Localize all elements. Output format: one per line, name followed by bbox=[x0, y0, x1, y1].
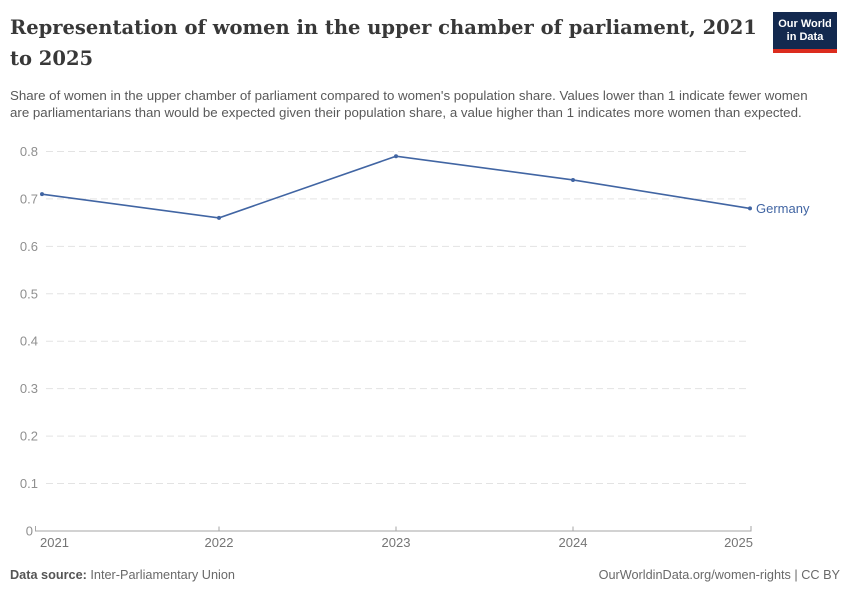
y-axis-tick-label: 0.6 bbox=[20, 239, 38, 254]
chart-footer: Data source: Inter-Parliamentary Union O… bbox=[10, 568, 840, 584]
owid-logo[interactable]: Our World in Data bbox=[773, 12, 837, 53]
chart-subtitle: Share of women in the upper chamber of p… bbox=[10, 88, 808, 120]
rights-note[interactable]: OurWorldinData.org/women-rights | CC BY bbox=[598, 568, 840, 582]
x-axis-line bbox=[35, 526, 752, 532]
y-axis-tick-label: 0.3 bbox=[20, 381, 38, 396]
chart-title: Representation of women in the upper cha… bbox=[10, 16, 757, 70]
y-axis-tick-label: 0.2 bbox=[20, 429, 38, 444]
y-axis-tick-label: 0.1 bbox=[20, 476, 38, 491]
series-line[interactable] bbox=[41, 155, 751, 219]
data-point[interactable] bbox=[40, 192, 44, 197]
owid-logo-line1: Our World bbox=[778, 18, 832, 30]
y-axis-tick-label: 0.7 bbox=[20, 191, 38, 206]
y-axis-tick-label: 0.4 bbox=[20, 334, 38, 349]
y-axis-tick-label: 0.8 bbox=[20, 144, 38, 159]
data-point[interactable] bbox=[748, 206, 752, 211]
owid-logo-line2: in Data bbox=[786, 31, 824, 43]
x-axis-tick-label: 2024 bbox=[559, 535, 588, 550]
x-axis-tick-label: 2023 bbox=[382, 535, 411, 550]
data-source-label: Data source: bbox=[10, 568, 87, 582]
data-source: Data source: Inter-Parliamentary Union bbox=[10, 568, 235, 582]
x-axis-tick-label: 2022 bbox=[205, 535, 234, 550]
data-point[interactable] bbox=[394, 154, 398, 159]
x-axis-tick-label: 2021 bbox=[40, 535, 69, 550]
data-source-value[interactable]: Inter-Parliamentary Union bbox=[90, 568, 235, 582]
y-axis-tick-label: 0.5 bbox=[20, 286, 38, 301]
y-axis-tick-label: 0 bbox=[26, 524, 33, 539]
data-point[interactable] bbox=[571, 177, 575, 182]
x-axis-tick-label: 2025 bbox=[724, 535, 753, 550]
series-end-label[interactable]: Germany bbox=[756, 201, 810, 216]
data-point[interactable] bbox=[217, 215, 221, 220]
